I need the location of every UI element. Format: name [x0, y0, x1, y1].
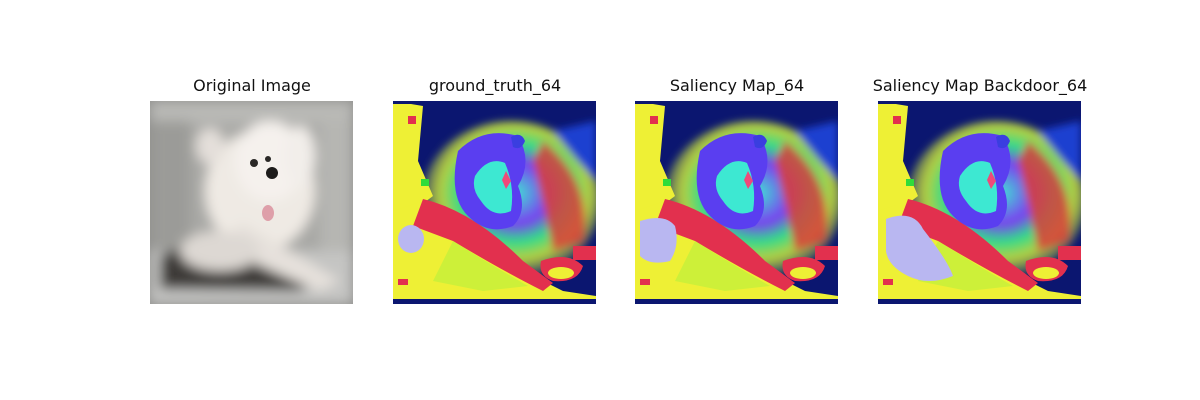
panel-title-saliency-backdoor: Saliency Map Backdoor_64 — [872, 76, 1088, 95]
original-image — [150, 101, 353, 304]
ground-truth-map-svg — [393, 101, 596, 304]
saliency-backdoor-map-svg — [878, 101, 1081, 304]
panel-title-ground-truth: ground_truth_64 — [428, 76, 562, 95]
panel-title-saliency: Saliency Map_64 — [669, 76, 805, 95]
saliency-map-svg — [635, 101, 838, 304]
panel-title-original: Original Image — [193, 76, 311, 95]
original-image-svg — [150, 101, 353, 304]
saliency-map — [635, 101, 838, 304]
ground-truth-map — [393, 101, 596, 304]
saliency-backdoor-map — [878, 101, 1081, 304]
